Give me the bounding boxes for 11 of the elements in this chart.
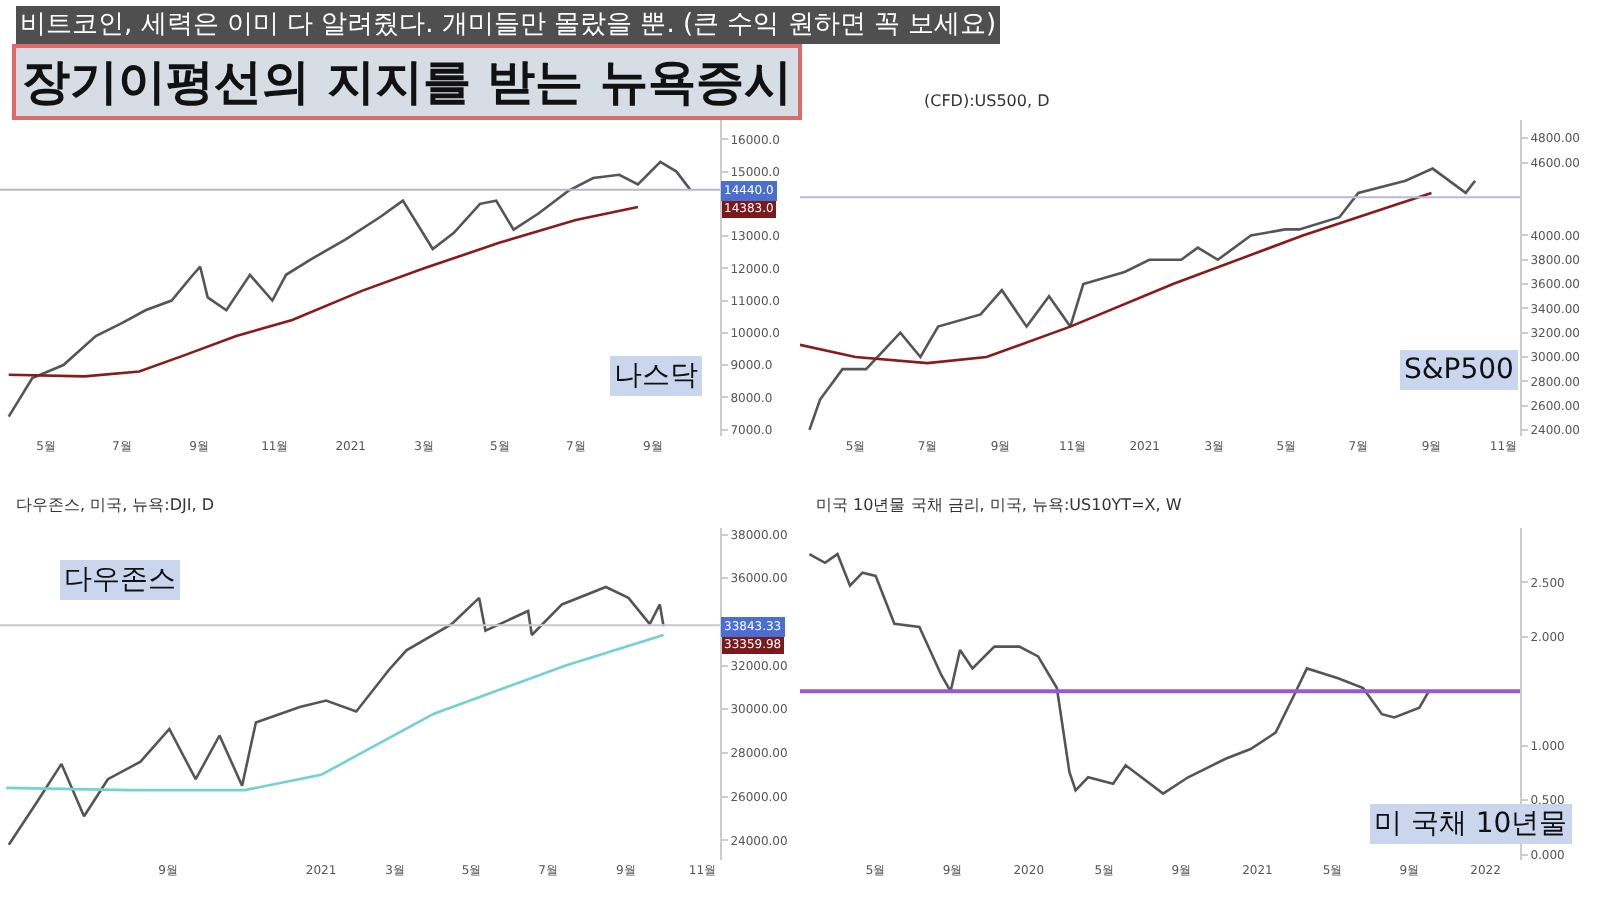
annotation: 미 국채 10년물 — [1374, 808, 1568, 840]
chart-title: 미국 10년물 국채 금리, 미국, 뉴욕:US10YT=X, W — [816, 496, 1182, 514]
text: 장기이평선의 지지를 받는 뉴욕증시 — [22, 54, 793, 110]
chart-title: 다우존스, 미국, 뉴욕:DJI, D — [16, 496, 214, 514]
annotation: S&P500 — [1404, 354, 1514, 386]
annotation: 나스닥 — [614, 360, 698, 392]
annotation: 다우존스 — [64, 564, 176, 596]
line-series — [808, 552, 1431, 795]
text: 비트코인, 세력은 이미 다 알려줬다. 개미들만 몰랐을 뿐. (큰 수익 원하면 꼭 보세요) — [20, 10, 997, 40]
line-series — [4, 633, 665, 792]
chart-title: (CFD):US500, D — [924, 92, 1050, 110]
